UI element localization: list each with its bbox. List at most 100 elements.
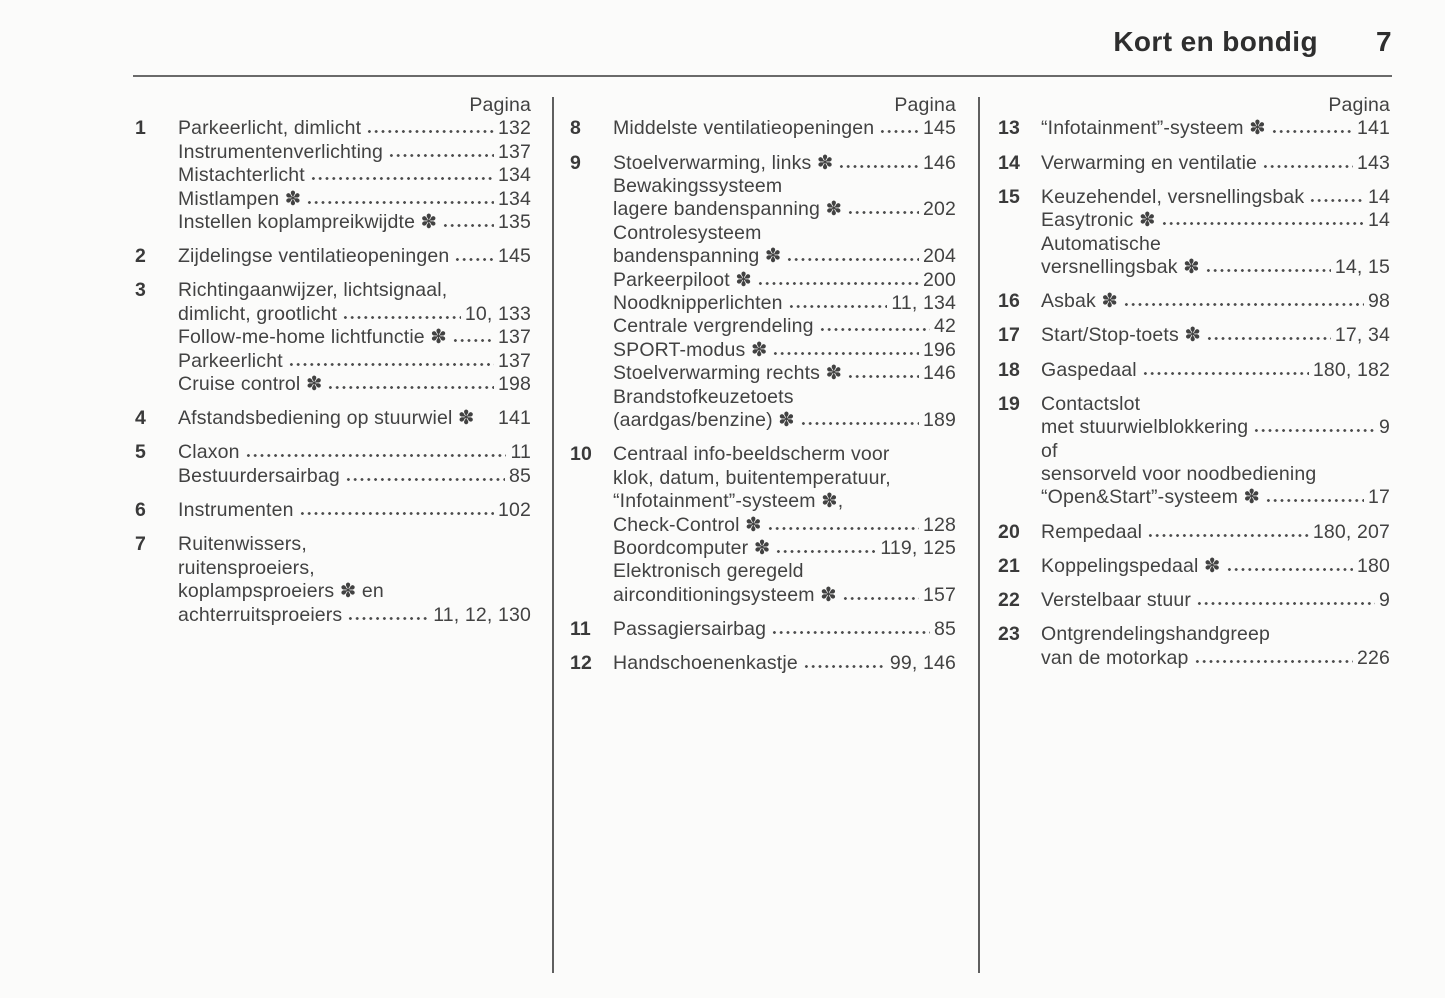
toc-line: versnellingsbak ✽ 14, 15 xyxy=(1041,256,1390,279)
entry-number: 11 xyxy=(570,617,591,640)
entry-page: 134 xyxy=(498,187,531,210)
toc-line: Asbak ✽ 98 xyxy=(1041,290,1390,313)
entry-text: Easytronic ✽ xyxy=(1041,209,1156,232)
dot-leader xyxy=(298,511,494,517)
toc-line: Parkeerlicht, dimlicht 132 xyxy=(178,117,531,140)
pagina-header: Pagina xyxy=(1328,94,1390,116)
toc-line: Richtingaanwijzer, lichtsignaal, xyxy=(178,279,531,302)
entry-text: Automatische xyxy=(1041,232,1161,255)
entry-lines: Ontgrendelingshandgreep van de motorkap 22… xyxy=(1041,623,1390,670)
header-rule xyxy=(133,75,1392,77)
entry-text: Bewakingssysteem xyxy=(613,175,783,198)
toc-line: van de motorkap 226 xyxy=(1041,647,1390,670)
toc-line: koplampsproeiers ✽ en xyxy=(178,580,531,603)
toc-line: Easytronic ✽ 14 xyxy=(1041,209,1390,232)
pagina-header: Pagina xyxy=(894,94,956,116)
entry-text: versnellingsbak ✽ xyxy=(1041,256,1200,279)
entry-page: 17 xyxy=(1368,486,1390,509)
entry-number: 14 xyxy=(998,151,1020,174)
entry-text: Keuzehendel, versnellingsbak xyxy=(1041,185,1305,208)
dot-leader xyxy=(771,629,930,635)
toc-line: Stoelverwarming rechts ✽ 146 xyxy=(613,362,956,385)
entry-number: 7 xyxy=(135,533,146,556)
entry-lines: Centraal info-beeldscherm voor klok, datu… xyxy=(613,443,956,607)
entry-text: Cruise control ✽ xyxy=(178,373,323,396)
dot-leader xyxy=(802,664,886,670)
toc-line: bandenspanning ✽ 204 xyxy=(613,245,956,268)
toc-entry: 3 Richtingaanwijzer, lichtsignaal, dimlich… xyxy=(135,279,531,396)
toc-entry: 4 Afstandsbediening op stuurwiel ✽ 141 xyxy=(135,407,531,430)
dot-leader xyxy=(1147,532,1309,538)
entry-page: 226 xyxy=(1357,646,1390,669)
entry-text: Zijdelingse ventilatieopeningen xyxy=(178,245,450,268)
toc-entry: 12 Handschoenenkastje 99, 146 xyxy=(570,652,956,675)
entry-number: 15 xyxy=(998,185,1020,208)
entry-text: van de motorkap xyxy=(1041,646,1189,669)
entry-text: Follow-me-home lichtfunctie ✽ xyxy=(178,326,447,349)
toc-line: airconditioningsysteem ✽ 157 xyxy=(613,584,956,607)
dot-leader xyxy=(1262,163,1353,169)
entry-page: 128 xyxy=(923,513,956,536)
entry-text: Passagiersairbag xyxy=(613,617,767,640)
entry-text: Claxon xyxy=(178,441,240,464)
toc-line: Handschoenenkastje 99, 146 xyxy=(613,652,956,675)
toc-entry: 16 Asbak ✽ 98 xyxy=(998,290,1390,313)
entry-lines: Handschoenenkastje 99, 146 xyxy=(613,652,956,675)
entry-text: Controlesysteem xyxy=(613,221,762,244)
entry-page: 146 xyxy=(923,151,956,174)
toc-line: Verstelbaar stuur 9 xyxy=(1041,589,1390,612)
page-number: 7 xyxy=(1376,26,1392,57)
entry-number: 12 xyxy=(570,652,592,675)
toc-line: Boordcomputer ✽ 119, 125 xyxy=(613,537,956,560)
entry-lines: Zijdelingse ventilatieopeningen 145 xyxy=(178,245,531,268)
entry-text: Middelste ventilatieopeningen xyxy=(613,117,875,140)
toc-line: Controlesysteem xyxy=(613,222,956,245)
entry-page: 99, 146 xyxy=(889,652,956,675)
entry-number: 4 xyxy=(135,407,146,430)
toc-line: Cruise control ✽ 198 xyxy=(178,373,531,396)
entry-lines: “Infotainment”-systeem ✽ 141 xyxy=(1041,117,1390,140)
toc-entry: 5 Claxon 11 Bestuurdersairbag 85 xyxy=(135,441,531,488)
dot-leader xyxy=(442,223,494,229)
toc-line: of xyxy=(1041,440,1390,463)
dot-leader xyxy=(347,615,430,621)
entry-lines: Contactslot met stuurwielblokkering 9 of sen… xyxy=(1041,393,1390,510)
toc-entry: 20 Rempedaal 180, 207 xyxy=(998,521,1390,544)
page-title: Kort en bondig xyxy=(1113,26,1318,57)
entry-page: 85 xyxy=(509,464,531,487)
entry-lines: Asbak ✽ 98 xyxy=(1041,290,1390,313)
toc-line: Elektronisch geregeld xyxy=(613,560,956,583)
toc-entry: 17 Start/Stop-toets ✽ 17, 34 xyxy=(998,324,1390,347)
entry-page: 10, 133 xyxy=(464,302,531,325)
entry-text: Elektronisch geregeld xyxy=(613,560,804,583)
entry-lines: Verwarming en ventilatie 143 xyxy=(1041,152,1390,175)
dot-leader xyxy=(1141,370,1309,376)
toc-line: Stoelverwarming, links ✽ 146 xyxy=(613,152,956,175)
dot-leader xyxy=(1193,658,1353,664)
toc-entry: 13 “Infotainment”-systeem ✽ 141 xyxy=(998,117,1390,140)
entry-page: 11, 134 xyxy=(891,292,956,315)
toc-line: “Open&Start”-systeem ✽ 17 xyxy=(1041,486,1390,509)
entry-text: achterruitsproeiers xyxy=(178,603,343,626)
toc-entry: 1 Parkeerlicht, dimlicht 132 Instrumentenve… xyxy=(135,117,531,234)
dot-leader xyxy=(786,257,919,263)
entry-lines: Start/Stop-toets ✽ 17, 34 xyxy=(1041,324,1390,347)
entry-number: 13 xyxy=(998,117,1020,140)
toc-entry: 6 Instrumenten 102 xyxy=(135,499,531,522)
entry-text: Instrumenten xyxy=(178,499,294,522)
column-divider xyxy=(552,97,554,973)
toc-line: Parkeerlicht 137 xyxy=(178,350,531,373)
entry-text: Boordcomputer ✽ xyxy=(613,536,771,559)
dot-leader xyxy=(342,314,461,320)
toc-line: Rempedaal 180, 207 xyxy=(1041,521,1390,544)
toc-line: Centraal info-beeldscherm voor xyxy=(613,443,956,466)
toc-entries: 1 Parkeerlicht, dimlicht 132 Instrumentenve… xyxy=(135,117,531,627)
toc-line: Instrumentenverlichting 137 xyxy=(178,141,531,164)
entry-lines: Keuzehendel, versnellingsbak 14 Easytronic… xyxy=(1041,186,1390,280)
entry-number: 8 xyxy=(570,117,581,140)
entry-lines: Stoelverwarming, links ✽ 146 Bewakingssyst… xyxy=(613,152,956,433)
entry-text: Centraal info-beeldscherm voor xyxy=(613,443,890,466)
entry-page: 189 xyxy=(923,409,956,432)
toc-entry: 23 Ontgrendelingshandgreep van de motorkap… xyxy=(998,623,1390,670)
entry-page: 141 xyxy=(498,407,531,430)
